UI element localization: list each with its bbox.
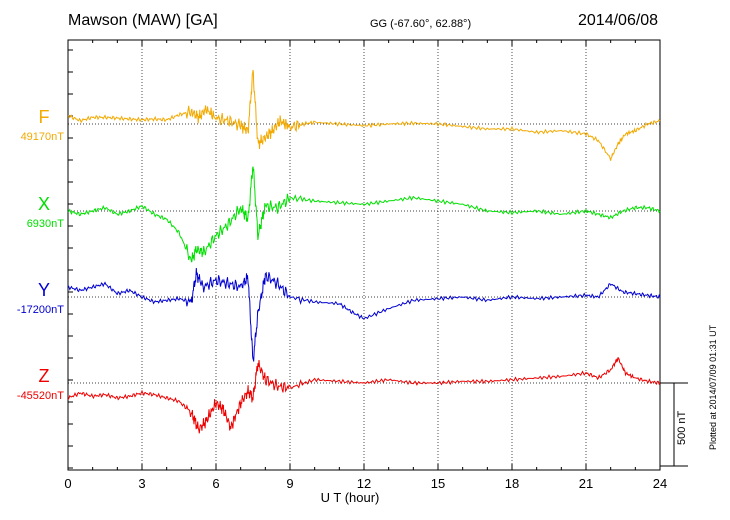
x-tick-label: 18 <box>505 476 519 491</box>
series-baseline-X: 6930nT <box>27 218 65 230</box>
plot-frame <box>67 39 661 471</box>
series-line-Z <box>67 357 661 434</box>
x-tick-label: 12 <box>357 476 371 491</box>
x-tick-label: 21 <box>579 476 593 491</box>
series-label-F: F <box>39 107 50 127</box>
scale-bar-label: 500 nT <box>676 410 688 445</box>
x-tick-label: 6 <box>212 476 219 491</box>
series-line-X <box>67 166 661 263</box>
station-coordinates: GG (-67.60°, 62.88°) <box>370 18 472 30</box>
x-axis-label: U T (hour) <box>320 490 380 505</box>
series-line-Y <box>67 267 661 362</box>
x-tick-label: 15 <box>431 476 445 491</box>
x-tick-label: 24 <box>653 476 667 491</box>
station-title: Mawson (MAW) [GA] <box>68 12 218 29</box>
x-tick-label: 9 <box>286 476 293 491</box>
x-tick-label: 0 <box>64 476 71 491</box>
series-label-X: X <box>38 194 50 214</box>
plotted-note: Plotted at 2014/07/09 01:31 UT <box>708 324 718 450</box>
series-label-Z: Z <box>39 366 50 386</box>
x-tick-label: 3 <box>138 476 145 491</box>
series-baseline-Y: -17200nT <box>17 304 64 316</box>
series-baseline-Z: -45520nT <box>17 390 64 402</box>
chart-date: 2014/06/08 <box>578 12 659 29</box>
series-line-F <box>67 69 661 161</box>
series-baseline-F: 49170nT <box>21 131 65 143</box>
series-label-Y: Y <box>38 280 50 300</box>
